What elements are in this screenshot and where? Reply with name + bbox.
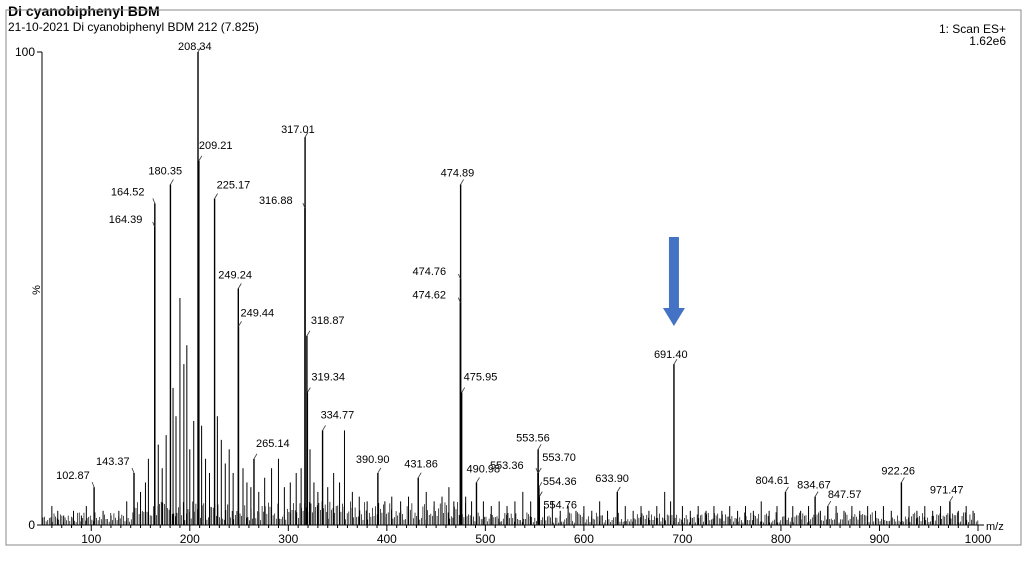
peak-label-208.34: 208.34: [178, 41, 212, 53]
peak-leader: [253, 453, 258, 459]
peak-leader: [949, 496, 954, 502]
x-tick-label-200: 200: [180, 532, 200, 546]
peak-label-847.57: 847.57: [828, 489, 862, 501]
peak-label-475.95: 475.95: [464, 372, 498, 384]
y-axis-label: %: [31, 285, 43, 295]
peak-leader: [460, 179, 464, 185]
x-tick-label-1000: 1000: [965, 532, 992, 546]
sample-description: 21-10-2021 Di cyanobiphenyl BDM 212 (7.8…: [8, 20, 259, 34]
peak-label-474.89: 474.89: [441, 167, 475, 179]
peak-label-164.52: 164.52: [111, 186, 145, 198]
scan-mode-label: 1: Scan ES+: [938, 22, 1006, 36]
peak-leader: [537, 467, 542, 474]
peak-label-225.17: 225.17: [217, 180, 251, 192]
peak-leader: [302, 202, 306, 209]
peak-leader: [535, 467, 539, 474]
peak-label-804.61: 804.61: [755, 475, 789, 487]
peak-leader: [476, 477, 480, 483]
peak-leader: [304, 131, 309, 138]
peak-label-971.47: 971.47: [930, 484, 964, 496]
peak-leader: [377, 467, 382, 474]
peak-label-102.87: 102.87: [56, 470, 90, 482]
peak-leader: [785, 486, 789, 493]
peak-leader: [461, 387, 466, 393]
peak-label-431.86: 431.86: [404, 459, 438, 471]
peak-label-334.77: 334.77: [321, 409, 355, 421]
peak-label-317.01: 317.01: [281, 124, 315, 136]
axes: 100 200 300 400 500 600 700 800 900 1000 0 100 m/z%: [15, 45, 1004, 546]
peak-label-553.36: 553.36: [490, 460, 524, 472]
peak-label-834.67: 834.67: [797, 480, 831, 492]
peak-label-164.39: 164.39: [109, 214, 143, 226]
peak-leader: [307, 387, 311, 393]
peak-leader: [322, 425, 326, 431]
peak-leader: [616, 486, 621, 493]
peak-leader: [237, 283, 242, 289]
peak-leader: [170, 179, 174, 185]
peak-label-318.87: 318.87: [311, 315, 345, 327]
peak-leader: [131, 467, 135, 474]
peak-leader: [457, 297, 461, 303]
peak-label-474.76: 474.76: [413, 266, 447, 278]
x-tick-label-900: 900: [869, 532, 889, 546]
peak-leader: [827, 500, 832, 507]
peak-label-474.62: 474.62: [412, 290, 446, 302]
peak-leader: [673, 358, 678, 365]
x-tick-label-500: 500: [475, 532, 495, 546]
peak-leader: [306, 330, 311, 337]
peak-leader: [198, 155, 203, 161]
peak-label-209.21: 209.21: [199, 140, 233, 152]
peak-leader: [417, 472, 422, 478]
peak-leader: [91, 482, 95, 488]
x-tick-label-300: 300: [278, 532, 298, 546]
peak-label-554.76: 554.76: [543, 500, 577, 512]
x-tick-label-100: 100: [81, 532, 101, 546]
peak-label-265.14: 265.14: [256, 438, 290, 450]
peak-label-490.98: 490.98: [466, 463, 500, 475]
down-arrow-shaft: [668, 237, 679, 308]
peak-label-180.35: 180.35: [148, 165, 182, 177]
labeled-peaks: [93, 52, 951, 525]
peak-leader: [538, 481, 543, 488]
x-tick-label-400: 400: [377, 532, 397, 546]
peak-leader: [197, 46, 202, 53]
x-axis-label: m/z: [986, 521, 1004, 533]
peak-label-554.36: 554.36: [543, 476, 577, 488]
minor-peaks: [42, 297, 979, 525]
peak-label-553.56: 553.56: [516, 432, 550, 444]
peak-label-319.34: 319.34: [311, 372, 345, 384]
annotation-layer: [662, 237, 685, 326]
peak-leader: [458, 273, 461, 280]
peak-label-316.88: 316.88: [259, 195, 293, 207]
peak-label-143.37: 143.37: [96, 456, 130, 468]
y-tick-label-0: 0: [28, 518, 35, 532]
peak-leader: [538, 491, 543, 497]
peak-label-553.70: 553.70: [542, 452, 576, 464]
max-intensity-label: 1.62e6: [969, 34, 1006, 48]
peak-leader: [814, 491, 819, 497]
peak-label-249.24: 249.24: [218, 270, 252, 282]
peak-leader: [537, 444, 542, 450]
chart-border: [5, 9, 1022, 546]
chart-title: Di cyanobiphenyl BDM: [8, 3, 160, 19]
peak-label-691.40: 691.40: [654, 349, 688, 361]
peak-label-922.26: 922.26: [881, 465, 915, 477]
peak-leader: [214, 193, 218, 199]
peak-label-633.90: 633.90: [595, 473, 629, 485]
y-tick-label-100: 100: [15, 45, 35, 59]
x-tick-label-700: 700: [672, 532, 692, 546]
down-arrow-head: [662, 308, 685, 326]
peak-leader: [152, 221, 156, 228]
peak-leader: [901, 477, 905, 483]
x-tick-label-800: 800: [771, 532, 791, 546]
peak-leader: [238, 321, 242, 327]
peak-label-390.90: 390.90: [356, 454, 390, 466]
peak-leader: [152, 198, 156, 204]
x-tick-label-600: 600: [574, 532, 594, 546]
peak-label-249.44: 249.44: [241, 307, 275, 319]
